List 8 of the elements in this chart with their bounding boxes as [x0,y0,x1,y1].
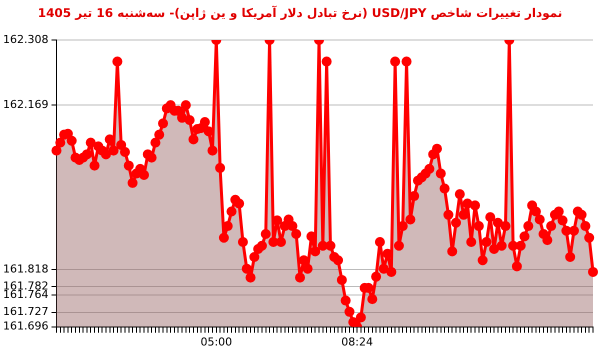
y-tick-label: 162.169 [2,98,48,111]
chart-title: نمودار تغییرات شاخص USD/JPY (نرخ تبادل دلار آمریکا و ین ژاپن)- سه‌شنبه 16 تیر 1405 [36,6,564,20]
x-tick-label: 08:24 [341,335,373,348]
y-tick-label: 161.818 [2,262,48,276]
x-tick-label: 05:00 [200,335,232,348]
y-tick-label: 161.727 [2,305,48,318]
y-tick-label: 161.696 [2,320,48,333]
y-tick-label: 162.308 [2,32,48,46]
